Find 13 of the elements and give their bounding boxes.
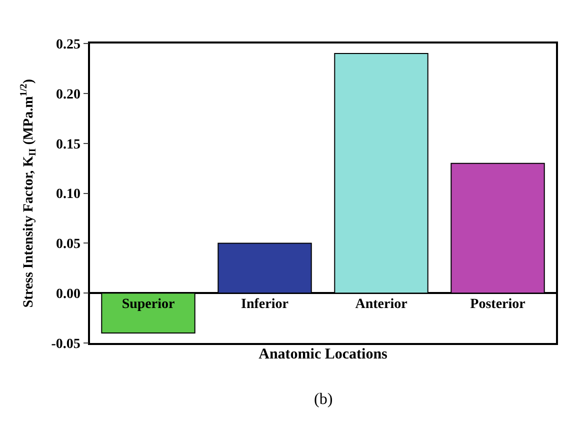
y-tick-label: 0.15	[56, 137, 80, 152]
y-tick-label: 0.25	[56, 37, 80, 52]
y-tick-label: 0.00	[56, 287, 80, 302]
x-tick-label: Posterior	[470, 297, 526, 312]
y-tick-label: 0.05	[56, 237, 80, 252]
y-tick-label: 0.10	[56, 187, 80, 202]
text: (b)	[314, 391, 333, 408]
y-tick-label: 0.20	[56, 87, 80, 102]
x-tick-label: Superior	[122, 297, 175, 312]
x-tick-label: Inferior	[241, 297, 288, 312]
y-tick-label: -0.05	[51, 336, 80, 352]
x-axis-title: Anatomic Locations	[258, 346, 388, 362]
x-tick-label: Anterior	[355, 297, 408, 312]
